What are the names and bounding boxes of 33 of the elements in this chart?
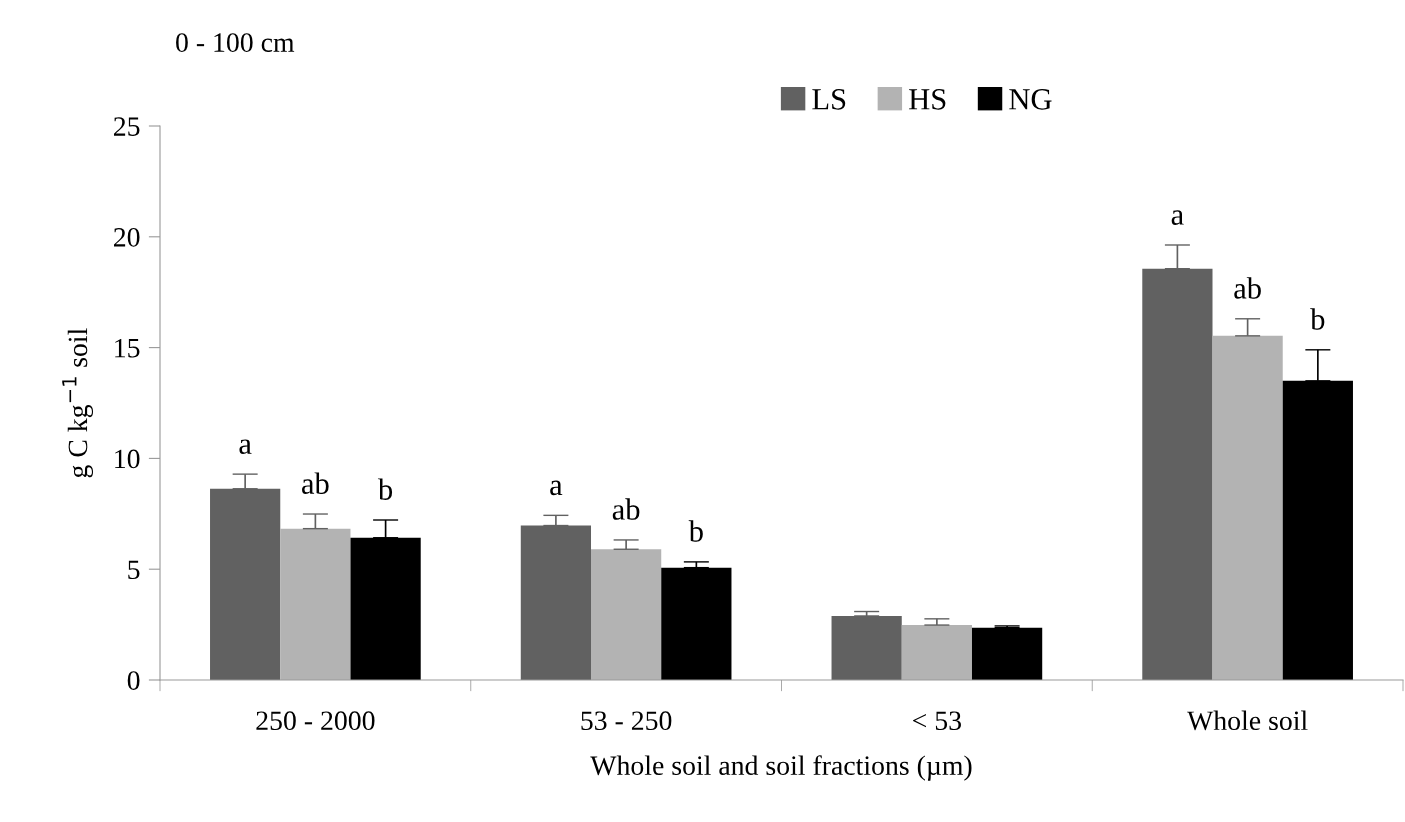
bar (901, 625, 972, 680)
data-label: ab (302, 472, 329, 494)
x-tick-label: 250 - 2000 (256, 711, 375, 731)
x-tick-label: 53 - 250 (581, 711, 672, 731)
y-tick-label: 20 (114, 227, 140, 247)
data-label: b (688, 520, 703, 542)
data-label: ab (612, 498, 640, 520)
bar (591, 549, 662, 680)
y-axis-title: g C kg$^{−1}$ soil (62, 328, 94, 478)
y-tick-label: 15 (115, 338, 140, 358)
legend-label: HS (909, 89, 946, 110)
bar (280, 528, 351, 680)
bar (831, 615, 902, 680)
y-tick-label: 0 (127, 671, 140, 690)
data-label: b (1310, 308, 1325, 330)
x-tick-label: Whole soil (1187, 710, 1308, 731)
data-label: a (1171, 210, 1184, 225)
x-axis-title: Whole soil and soil fractions (µm) (590, 755, 972, 781)
bar (661, 567, 732, 680)
y-tick-label: 5 (128, 560, 140, 580)
data-label: b (377, 478, 393, 500)
legend-label: LS (812, 89, 846, 110)
bar (1212, 335, 1283, 680)
data-label: ab (1234, 277, 1261, 299)
legend-label: NG (1009, 89, 1052, 110)
x-tick-label: < 53 (913, 711, 961, 731)
chart-title: 0 - 100 cm (176, 33, 295, 52)
data-label: a (550, 480, 563, 496)
y-tick-label: 10 (115, 449, 140, 469)
data-label: a (239, 439, 252, 455)
bar (971, 627, 1043, 680)
bar (1282, 380, 1353, 680)
y-tick-label: 25 (114, 117, 140, 136)
